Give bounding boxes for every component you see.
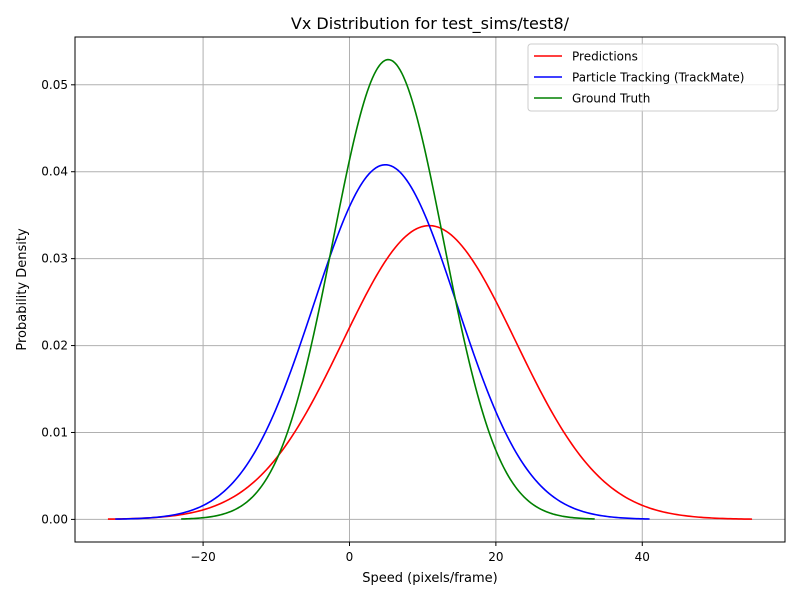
legend-label-particle-tracking-trackmate: Particle Tracking (TrackMate) <box>572 71 744 85</box>
y-tick-label: 0.05 <box>41 78 68 92</box>
x-tick-label: 20 <box>488 550 503 564</box>
legend-label-ground-truth: Ground Truth <box>572 92 650 106</box>
series-line-particle-tracking-trackmate <box>115 163 650 520</box>
chart-title: Vx Distribution for test_sims/test8/ <box>291 14 570 34</box>
x-axis-ticks: −20 0 20 40 <box>190 542 650 564</box>
x-tick-label: −20 <box>190 550 215 564</box>
series-line-ground-truth <box>181 58 595 520</box>
y-tick-label: 0.04 <box>41 165 68 179</box>
plot-frame <box>74 36 786 543</box>
y-axis-ticks: 0.00 0.01 0.02 0.03 0.04 0.05 <box>41 78 75 526</box>
legend-label-predictions: Predictions <box>572 50 638 64</box>
y-tick-label: 0.02 <box>41 339 68 353</box>
legend: Predictions Particle Tracking (TrackMate)… <box>527 43 779 112</box>
x-tick-label: 0 <box>346 550 354 564</box>
legend-box <box>527 43 779 112</box>
plot-area <box>75 37 785 542</box>
x-axis-label: Speed (pixels/frame) <box>362 571 498 586</box>
y-tick-label: 0.00 <box>41 512 68 526</box>
y-axis-label: Probability Density <box>15 228 30 351</box>
x-tick-label: 40 <box>635 550 650 564</box>
y-tick-label: 0.01 <box>41 425 68 439</box>
series-layer <box>107 58 753 520</box>
y-tick-label: 0.03 <box>41 252 68 266</box>
